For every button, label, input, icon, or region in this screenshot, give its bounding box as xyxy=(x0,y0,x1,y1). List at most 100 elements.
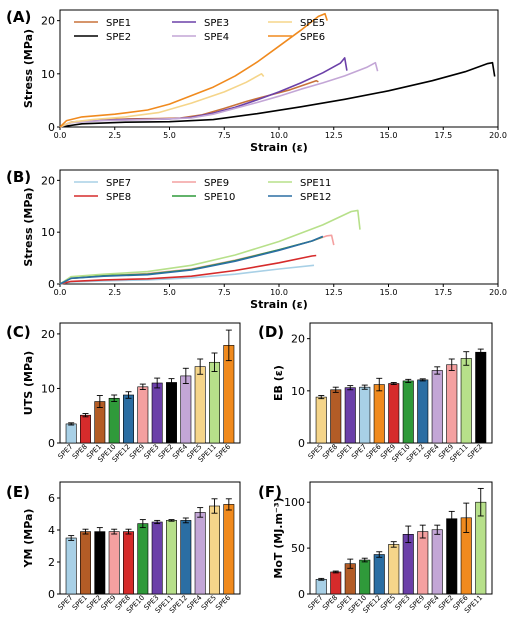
x-tick-label: SPE9 xyxy=(128,443,146,461)
x-axis-label: Strain (ε) xyxy=(250,141,308,154)
bar-spe11 xyxy=(166,520,177,595)
y-tick-label: 50 xyxy=(291,542,305,555)
bar-spe4 xyxy=(431,529,443,595)
bar-spe7 xyxy=(359,386,371,444)
x-tick-label: SPE5 xyxy=(200,594,218,612)
bar-spe5 xyxy=(194,366,206,444)
x-tick-label: SPE9 xyxy=(100,594,118,612)
bar-spe3 xyxy=(402,534,414,595)
x-tick-label: 7.5 xyxy=(218,131,231,140)
series-line-spe4 xyxy=(59,61,379,128)
legend-label: SPE5 xyxy=(300,18,325,29)
bar-spe5 xyxy=(209,505,220,595)
x-tick-label: 2.5 xyxy=(108,131,121,140)
x-axis-label: Strain (ε) xyxy=(250,298,308,311)
bar-spe1 xyxy=(80,531,91,595)
panel-label: (F) xyxy=(258,483,282,501)
x-tick-label: SPE7 xyxy=(57,594,75,612)
x-tick-label: 0.0 xyxy=(54,131,67,140)
x-tick-label: 12.5 xyxy=(325,131,343,140)
bar-spe10 xyxy=(359,559,371,595)
bar-spe6 xyxy=(223,504,235,595)
bar-spe8 xyxy=(123,531,134,595)
y-tick-label: 20 xyxy=(41,174,55,187)
y-tick-label: 10 xyxy=(41,226,55,239)
x-tick-label: SPE5 xyxy=(307,443,325,461)
plot-frame xyxy=(309,322,493,444)
bar-spe10 xyxy=(137,523,149,595)
x-tick-label: 20.0 xyxy=(489,131,507,140)
x-tick-label: SPE4 xyxy=(423,593,441,611)
y-tick-label: 2 xyxy=(48,556,55,569)
bar-spe12 xyxy=(373,554,385,595)
x-tick-label: 15.0 xyxy=(380,131,398,140)
x-tick-label: 17.5 xyxy=(434,131,452,140)
bar-spe4 xyxy=(194,512,206,595)
plot-frame xyxy=(309,481,493,595)
bar-spe9 xyxy=(137,386,149,444)
series-line-spe8 xyxy=(59,254,317,285)
x-tick-label: SPE9 xyxy=(408,594,426,612)
series-line-spe6 xyxy=(59,12,328,128)
plot-frame xyxy=(59,481,241,595)
legend-label: SPE12 xyxy=(300,192,331,203)
panel-label: (E) xyxy=(6,483,30,501)
y-axis-label: Stress (MPa) xyxy=(22,187,35,266)
x-tick-label: SPE8 xyxy=(71,443,89,461)
x-tick-label: SPE4 xyxy=(171,442,189,460)
x-tick-label: 20.0 xyxy=(489,288,507,297)
x-tick-label: SPE2 xyxy=(157,443,175,461)
bar-spe8 xyxy=(80,414,91,444)
legend-label: SPE10 xyxy=(204,192,235,203)
x-tick-label: 17.5 xyxy=(434,288,452,297)
bar-spe2 xyxy=(94,531,106,595)
x-tick-label: SPE4 xyxy=(423,442,441,460)
bar-spe5 xyxy=(315,396,327,444)
bar-spe2 xyxy=(475,351,487,444)
y-tick-label: 0 xyxy=(298,588,305,601)
legend-label: SPE11 xyxy=(300,178,331,189)
legend-label: SPE4 xyxy=(204,32,229,43)
x-tick-label: SPE8 xyxy=(321,443,339,461)
legend-label: SPE3 xyxy=(204,18,229,29)
y-tick-label: 20 xyxy=(41,15,55,28)
y-tick-label: 20 xyxy=(41,328,55,341)
y-tick-label: 0 xyxy=(48,278,55,291)
series-line-spe12 xyxy=(59,235,324,285)
x-tick-label: SPE7 xyxy=(350,443,368,461)
x-tick-label: 7.5 xyxy=(218,288,231,297)
bar-spe8 xyxy=(330,571,342,595)
y-tick-label: 10 xyxy=(41,68,55,81)
bar-spe1 xyxy=(344,387,356,444)
x-tick-label: 12.5 xyxy=(325,288,343,297)
x-tick-label: 10.0 xyxy=(270,288,288,297)
x-tick-label: 15.0 xyxy=(380,288,398,297)
bar-spe10 xyxy=(402,380,414,444)
y-tick-label: 0 xyxy=(48,437,55,450)
legend-label: SPE9 xyxy=(204,178,229,189)
legend-label: SPE7 xyxy=(106,178,131,189)
y-axis-label: Stress (MPa) xyxy=(22,29,35,108)
bar-spe12 xyxy=(123,394,134,444)
x-tick-label: 0.0 xyxy=(54,288,67,297)
bar-spe9 xyxy=(417,531,429,595)
panel-label: (D) xyxy=(258,323,284,341)
x-tick-label: SPE7 xyxy=(57,443,75,461)
y-axis-label: EB (ε) xyxy=(272,365,285,401)
x-tick-label: SPE7 xyxy=(307,594,325,612)
bar-spe3 xyxy=(151,382,163,444)
bar-spe4 xyxy=(431,370,443,444)
bar-spe3 xyxy=(151,521,163,595)
x-tick-label: SPE1 xyxy=(336,443,354,461)
bar-spe12 xyxy=(180,520,192,595)
series-line-spe2 xyxy=(59,61,496,128)
legend-label: SPE1 xyxy=(106,18,131,29)
y-tick-label: 10 xyxy=(41,382,55,395)
bar-spe5 xyxy=(388,544,400,595)
series-line-spe11 xyxy=(59,209,361,285)
bar-spe9 xyxy=(108,531,120,595)
